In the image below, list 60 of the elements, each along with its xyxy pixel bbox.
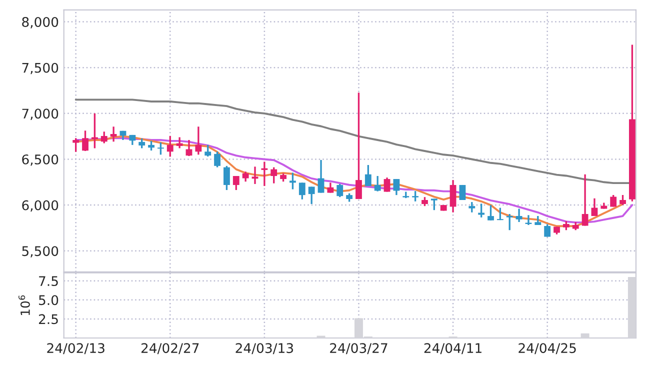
candlestick — [496, 206, 504, 221]
candlestick — [252, 166, 258, 185]
y-tick-label: 7,500 — [22, 62, 58, 74]
y-tick-label: 5,500 — [22, 246, 58, 258]
candlestick — [186, 139, 192, 157]
candlestick — [582, 174, 588, 227]
candlestick — [261, 160, 268, 187]
candlestick — [544, 223, 551, 238]
candlestick — [364, 164, 372, 187]
candlestick — [100, 130, 108, 144]
candlestick — [242, 170, 249, 182]
y-tick-label: 7.5 — [39, 276, 58, 286]
y-tick-label: 5.0 — [39, 295, 58, 306]
y-tick-label: 8,000 — [22, 17, 58, 28]
candlestick — [176, 136, 183, 150]
candlestick — [488, 204, 494, 222]
candlestick — [232, 175, 240, 191]
candlestick — [591, 198, 598, 217]
candlestick — [82, 130, 88, 152]
x-tick-label: 24/03/13 — [236, 343, 293, 354]
x-tick-label: 24/03/27 — [330, 343, 388, 354]
x-tick-label: 24/04/25 — [518, 343, 576, 354]
x-tick-label: 24/02/13 — [47, 343, 104, 354]
candlestick — [157, 142, 164, 156]
candlestick — [450, 179, 456, 214]
y-tick-label: 2.5 — [38, 314, 58, 324]
candlestick — [91, 112, 98, 150]
candlestick — [336, 183, 344, 198]
candlestick — [110, 126, 117, 142]
y-tick-label: 7,000 — [22, 108, 58, 120]
candlestick — [166, 135, 174, 158]
candlestick — [270, 166, 278, 184]
candlestick — [214, 150, 220, 168]
y-axis-title: 10$^{6}$ — [18, 295, 30, 316]
candlestick — [516, 208, 522, 223]
candlestick — [525, 214, 532, 226]
candlestick — [506, 213, 513, 231]
y-tick-label: 6,000 — [22, 200, 58, 212]
x-tick-label: 24/02/27 — [141, 343, 199, 354]
candlestick — [148, 140, 154, 152]
candlestick — [430, 198, 438, 211]
candlestick — [384, 176, 390, 193]
candlestick — [478, 202, 485, 218]
candlestick — [72, 137, 80, 153]
candlestick — [374, 175, 381, 192]
candlestick — [412, 190, 419, 202]
candlestick — [204, 144, 212, 158]
x-tick-label: 24/04/11 — [424, 343, 482, 354]
candlestick — [620, 194, 626, 206]
candlestick — [298, 182, 306, 200]
candlestick — [327, 182, 334, 194]
candlestick — [468, 201, 476, 214]
candlestick — [290, 172, 296, 190]
candlestick — [224, 165, 230, 191]
candlestick — [195, 126, 202, 156]
y-tick-label: 6,500 — [22, 154, 58, 166]
candlestick — [393, 178, 400, 196]
candlestick — [308, 186, 315, 205]
candlestick — [318, 159, 324, 194]
candlestick — [138, 138, 146, 150]
